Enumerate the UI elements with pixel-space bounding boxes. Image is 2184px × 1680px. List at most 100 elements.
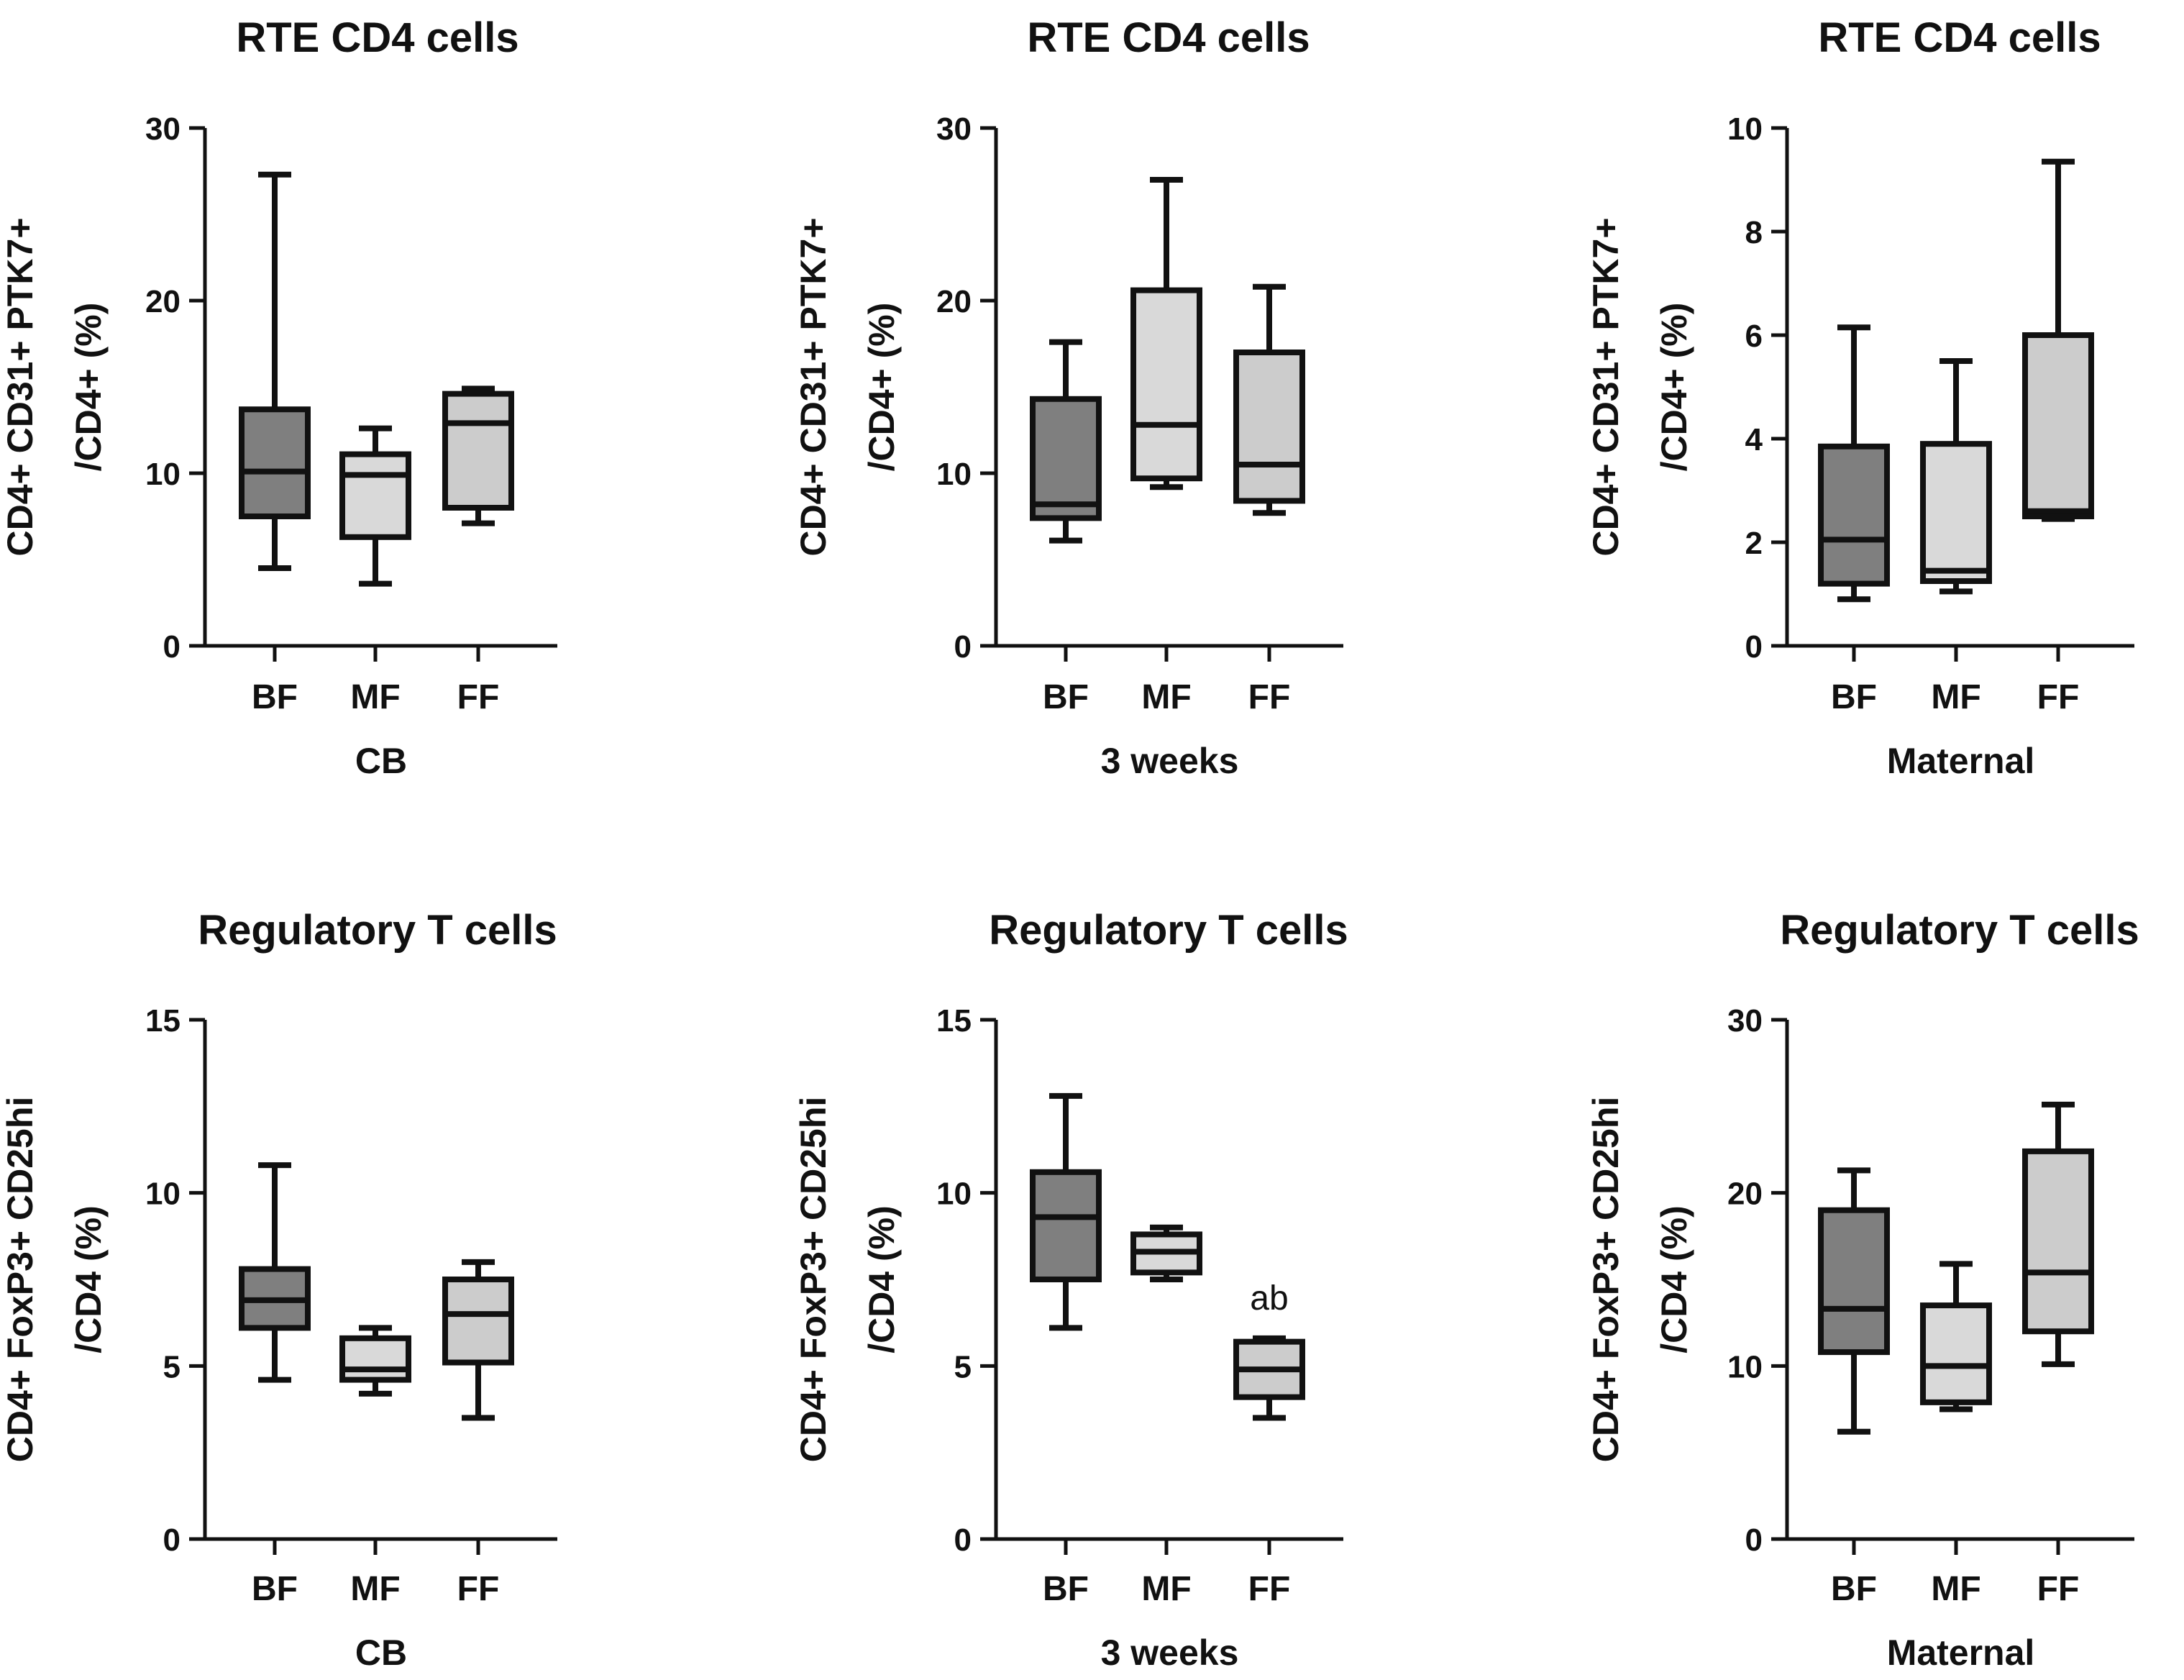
box-iqr xyxy=(339,451,411,540)
x-axis-label: CB xyxy=(355,741,407,781)
y-tick-label: 8 xyxy=(1745,215,1763,250)
box-iqr xyxy=(442,1277,514,1366)
x-tick-label: BF xyxy=(1831,678,1877,716)
box-iqr xyxy=(1233,350,1305,504)
x-axis-label: Maternal xyxy=(1887,1633,2035,1673)
box-mf xyxy=(1920,358,1992,595)
x-tick-label: FF xyxy=(2037,678,2080,716)
y-tick-label: 10 xyxy=(1727,1349,1763,1384)
y-axis-label: /CD4+ (%) xyxy=(68,303,109,472)
y-tick-label: 10 xyxy=(936,457,972,492)
x-tick-label: BF xyxy=(1043,678,1089,716)
box-mf xyxy=(1920,1261,1992,1412)
box-iqr xyxy=(442,391,514,511)
box-mf xyxy=(1130,1224,1202,1282)
y-tick-label: 5 xyxy=(954,1349,972,1384)
y-tick-label: 10 xyxy=(1727,111,1763,147)
x-tick-label: MF xyxy=(1141,678,1191,716)
box-ff xyxy=(2022,1101,2094,1367)
y-axis-label: /CD4 (%) xyxy=(68,1205,109,1353)
x-tick-label: MF xyxy=(1141,1570,1191,1608)
chart-panel-4: Regulatory T cells CD4+ FoxP3+ CD25hi/CD4… xyxy=(0,907,557,1673)
x-tick-label: FF xyxy=(2037,1570,2080,1608)
y-tick-label: 30 xyxy=(145,111,181,147)
x-tick-label: MF xyxy=(1931,678,1980,716)
x-axis-label: 3 weeks xyxy=(1101,1633,1239,1673)
box-mf xyxy=(339,1325,411,1397)
box-mf xyxy=(339,425,411,587)
box-mf xyxy=(1130,177,1202,490)
box-iqr xyxy=(1030,396,1102,521)
y-tick-label: 15 xyxy=(145,1003,181,1038)
x-axis-label: Maternal xyxy=(1887,741,2035,781)
y-tick-label: 2 xyxy=(1745,526,1763,561)
x-axis-label: 3 weeks xyxy=(1101,741,1239,781)
y-axis-label: CD4+ FoxP3+ CD25hi xyxy=(0,1097,40,1463)
box-iqr xyxy=(2022,1148,2094,1335)
x-tick-label: FF xyxy=(457,1570,500,1608)
chart-title: Regulatory T cells xyxy=(198,907,557,954)
box-iqr xyxy=(339,1335,411,1383)
y-axis-label: CD4+ CD31+ PTK7+ xyxy=(1586,217,1626,556)
y-tick-label: 20 xyxy=(1727,1177,1763,1212)
x-tick-label: BF xyxy=(1043,1570,1089,1608)
box-iqr xyxy=(239,406,311,520)
y-tick-label: 10 xyxy=(145,457,181,492)
y-tick-label: 10 xyxy=(936,1177,972,1212)
box-iqr xyxy=(1920,441,1992,585)
box-ff xyxy=(1233,1335,1305,1421)
significance-annotation: ab xyxy=(1250,1279,1288,1318)
box-iqr xyxy=(1818,443,1890,587)
x-tick-label: BF xyxy=(252,678,298,716)
chart-panel-6: Regulatory T cells CD4+ FoxP3+ CD25hi/CD4… xyxy=(1586,907,2139,1673)
chart-title: RTE CD4 cells xyxy=(236,14,518,61)
y-tick-label: 10 xyxy=(145,1177,181,1212)
y-axis-label: /CD4 (%) xyxy=(862,1205,902,1353)
y-tick-label: 5 xyxy=(163,1349,181,1384)
y-axis-label: CD4+ CD31+ PTK7+ xyxy=(793,217,833,556)
y-tick-label: 15 xyxy=(936,1003,972,1038)
y-tick-label: 0 xyxy=(1745,629,1763,665)
y-tick-label: 0 xyxy=(954,629,972,665)
y-tick-label: 0 xyxy=(954,1522,972,1558)
box-ff xyxy=(442,1259,514,1421)
box-bf xyxy=(1030,1092,1102,1331)
box-ff xyxy=(442,385,514,526)
y-tick-label: 0 xyxy=(163,629,181,665)
box-bf xyxy=(1818,1167,1890,1435)
x-axis-label: CB xyxy=(355,1633,407,1673)
chart-title: RTE CD4 cells xyxy=(1818,14,2101,61)
y-tick-label: 30 xyxy=(1727,1003,1763,1038)
y-axis-label: CD4+ FoxP3+ CD25hi xyxy=(793,1097,833,1463)
y-tick-label: 0 xyxy=(163,1522,181,1558)
box-iqr xyxy=(1920,1302,1992,1405)
box-bf xyxy=(1818,324,1890,603)
box-bf xyxy=(239,171,311,571)
box-iqr xyxy=(1030,1169,1102,1282)
y-axis-label: CD4+ FoxP3+ CD25hi xyxy=(1586,1097,1626,1463)
y-axis-label: /CD4 (%) xyxy=(1654,1205,1694,1353)
box-iqr xyxy=(1818,1207,1890,1356)
chart-title: Regulatory T cells xyxy=(989,907,1348,954)
chart-panel-1: RTE CD4 cells CD4+ CD31+ PTK7+ /CD4+ (%) 0 1… xyxy=(0,14,557,781)
y-tick-label: 20 xyxy=(145,284,181,319)
x-tick-label: FF xyxy=(457,678,500,716)
x-tick-label: FF xyxy=(1248,1570,1291,1608)
x-tick-label: BF xyxy=(252,1570,298,1608)
box-bf xyxy=(1030,339,1102,544)
x-tick-label: MF xyxy=(350,678,400,716)
x-tick-label: FF xyxy=(1248,678,1291,716)
x-tick-label: MF xyxy=(1931,1570,1980,1608)
chart-panel-5: Regulatory T cells CD4+ FoxP3+ CD25hi/CD4… xyxy=(793,907,1348,1673)
box-iqr xyxy=(2022,332,2094,519)
x-tick-label: MF xyxy=(350,1570,400,1608)
box-iqr xyxy=(1130,287,1202,482)
chart-title: Regulatory T cells xyxy=(1780,907,2139,954)
y-axis-label: CD4+ CD31+ PTK7+ xyxy=(0,217,40,556)
y-tick-label: 4 xyxy=(1745,422,1763,457)
y-axis-label: /CD4+ (%) xyxy=(1654,303,1694,472)
x-tick-label: BF xyxy=(1831,1570,1877,1608)
y-tick-label: 30 xyxy=(936,111,972,147)
chart-title: RTE CD4 cells xyxy=(1027,14,1310,61)
